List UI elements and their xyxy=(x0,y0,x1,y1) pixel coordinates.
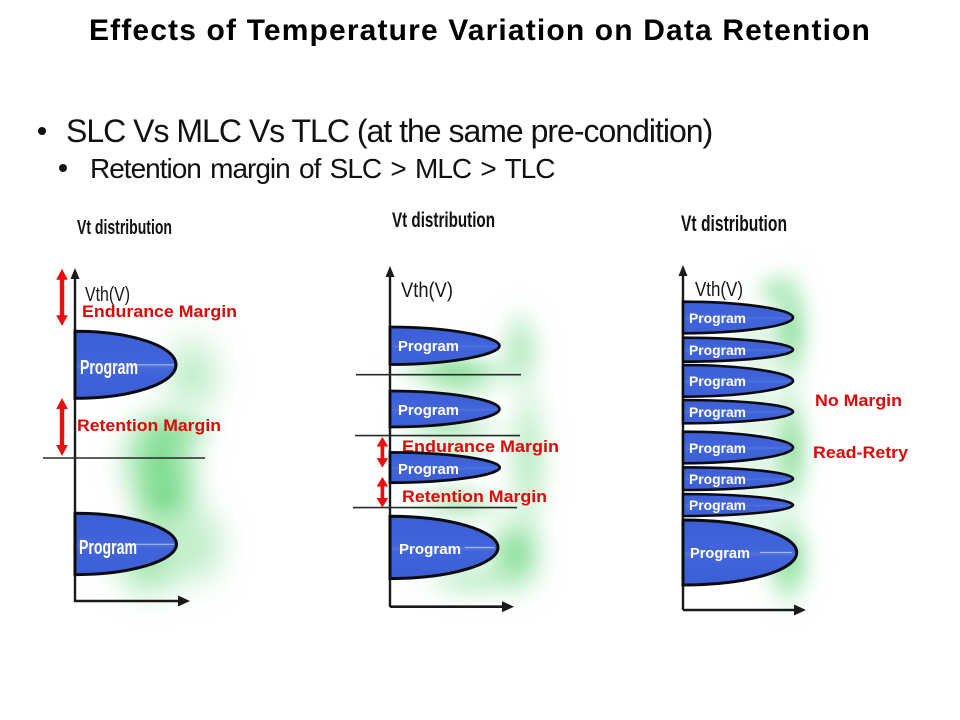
svg-text:Program: Program xyxy=(689,471,746,487)
svg-text:Vth(V): Vth(V) xyxy=(85,284,130,306)
svg-text:Endurance Margin: Endurance Margin xyxy=(82,302,237,321)
svg-text:Read-Retry: Read-Retry xyxy=(813,443,909,462)
svg-text:Vth(V): Vth(V) xyxy=(401,279,453,302)
svg-text:Program: Program xyxy=(399,541,461,558)
svg-text:Program: Program xyxy=(79,537,137,559)
svg-text:Program: Program xyxy=(689,310,746,326)
svg-text:Vt distribution: Vt distribution xyxy=(392,209,495,232)
svg-text:No Margin: No Margin xyxy=(815,391,902,410)
svg-text:Program: Program xyxy=(690,545,750,562)
svg-text:Program: Program xyxy=(398,461,459,478)
svg-text:Program: Program xyxy=(689,497,746,513)
svg-text:Vt distribution: Vt distribution xyxy=(77,217,172,239)
svg-text:Program: Program xyxy=(689,404,746,420)
svg-text:Vth(V): Vth(V) xyxy=(695,279,743,301)
svg-text:Vt distribution: Vt distribution xyxy=(681,211,787,236)
svg-text:Program: Program xyxy=(689,440,746,456)
svg-text:Program: Program xyxy=(398,338,459,355)
svg-text:Endurance Margin: Endurance Margin xyxy=(402,437,559,456)
svg-text:Program: Program xyxy=(689,373,746,389)
svg-text:Program: Program xyxy=(80,357,138,379)
svg-text:Retention Margin: Retention Margin xyxy=(402,487,547,506)
svg-text:Retention Margin: Retention Margin xyxy=(77,416,221,435)
svg-text:Program: Program xyxy=(689,342,746,358)
svg-text:Program: Program xyxy=(398,402,459,419)
